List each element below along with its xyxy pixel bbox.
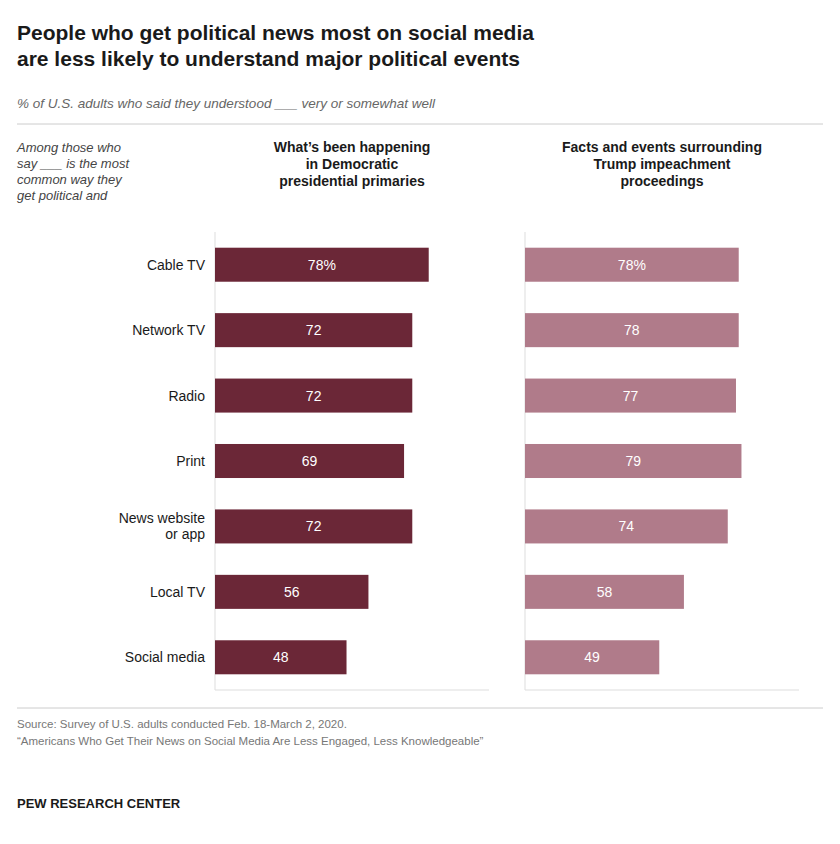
bar xyxy=(215,313,412,347)
category-label-line: Cable TV xyxy=(147,257,206,273)
data-label: 72 xyxy=(306,322,322,338)
panel-header-line: in Democratic xyxy=(306,156,399,172)
chart: People who get political news most on so… xyxy=(0,0,840,844)
category-label-line: or app xyxy=(165,526,205,542)
bar xyxy=(525,509,728,543)
data-label: 77 xyxy=(623,388,639,404)
annotation: Among those whosay ___ is the mostcommon… xyxy=(16,140,130,203)
panel-header-line: presidential primaries xyxy=(279,173,425,189)
bar xyxy=(215,379,412,413)
panel-header-line: Trump impeachment xyxy=(594,156,731,172)
source-line: Source: Survey of U.S. adults conducted … xyxy=(17,718,347,730)
title-line: People who get political news most on so… xyxy=(17,21,534,44)
bar xyxy=(215,444,404,478)
panel-header-line: proceedings xyxy=(620,173,703,189)
bar xyxy=(525,248,739,282)
source: Source: Survey of U.S. adults conducted … xyxy=(17,718,347,730)
panel-header: Facts and events surroundingTrump impeac… xyxy=(562,139,762,189)
category-label-line: Local TV xyxy=(150,584,206,600)
title: People who get political news most on so… xyxy=(17,21,534,70)
source-org-line: PEW RESEARCH CENTER xyxy=(17,796,181,811)
data-label: 72 xyxy=(306,388,322,404)
category-label-line: Social media xyxy=(125,649,205,665)
annotation-line: say ___ is the most xyxy=(17,156,130,171)
bar xyxy=(525,640,659,674)
panel-header: What’s been happeningin Democraticpresid… xyxy=(274,139,431,189)
subtitle-line: % of U.S. adults who said they understoo… xyxy=(17,96,436,111)
category-label-line: News website xyxy=(119,510,206,526)
data-label: 72 xyxy=(306,518,322,534)
annotation-line: get political and xyxy=(17,188,108,203)
bars xyxy=(525,248,741,675)
background xyxy=(0,0,840,844)
x-axis-line xyxy=(525,690,799,691)
data-label: 74 xyxy=(619,518,635,534)
x-axis-line xyxy=(215,690,489,691)
data-label: 58 xyxy=(597,584,613,600)
bar xyxy=(525,313,739,347)
category-label: Cable TV xyxy=(147,257,206,273)
source-line: “Americans Who Get Their News on Social … xyxy=(17,735,484,747)
data-label: 78% xyxy=(618,257,646,273)
source-org: PEW RESEARCH CENTER xyxy=(17,796,181,811)
annotation-line: common way they xyxy=(17,172,123,187)
category-label: Social media xyxy=(125,649,205,665)
data-label: 48 xyxy=(273,649,289,665)
data-label: 69 xyxy=(302,453,318,469)
subtitle: % of U.S. adults who said they understoo… xyxy=(17,96,436,111)
bar xyxy=(215,509,412,543)
category-label-line: Print xyxy=(176,453,205,469)
panel: Facts and events surroundingTrump impeac… xyxy=(525,139,799,690)
bar xyxy=(215,248,429,282)
rule xyxy=(17,708,823,709)
data-label: 79 xyxy=(625,453,641,469)
category-label: Radio xyxy=(168,388,205,404)
bar xyxy=(525,379,736,413)
data-label: 49 xyxy=(584,649,600,665)
category-label-line: Network TV xyxy=(132,322,206,338)
title-line: are less likely to understand major poli… xyxy=(17,47,520,70)
data-label: 78 xyxy=(624,322,640,338)
rule xyxy=(17,124,823,125)
category-label: Local TV xyxy=(150,584,206,600)
bar xyxy=(525,575,684,609)
bar xyxy=(525,444,741,478)
panel: What’s been happeningin Democraticpresid… xyxy=(119,139,489,690)
data-label: 78% xyxy=(308,257,336,273)
category-label-line: Radio xyxy=(168,388,205,404)
bar xyxy=(215,640,347,674)
category-label: Print xyxy=(176,453,205,469)
panel-header-line: What’s been happening xyxy=(274,139,431,155)
annotation-line: Among those who xyxy=(16,140,121,155)
source: “Americans Who Get Their News on Social … xyxy=(17,735,484,747)
bars xyxy=(215,248,429,675)
panel-header-line: Facts and events surrounding xyxy=(562,139,762,155)
category-label: Network TV xyxy=(132,322,206,338)
bar xyxy=(215,575,368,609)
data-label: 56 xyxy=(284,584,300,600)
category-label: News websiteor app xyxy=(119,510,206,542)
